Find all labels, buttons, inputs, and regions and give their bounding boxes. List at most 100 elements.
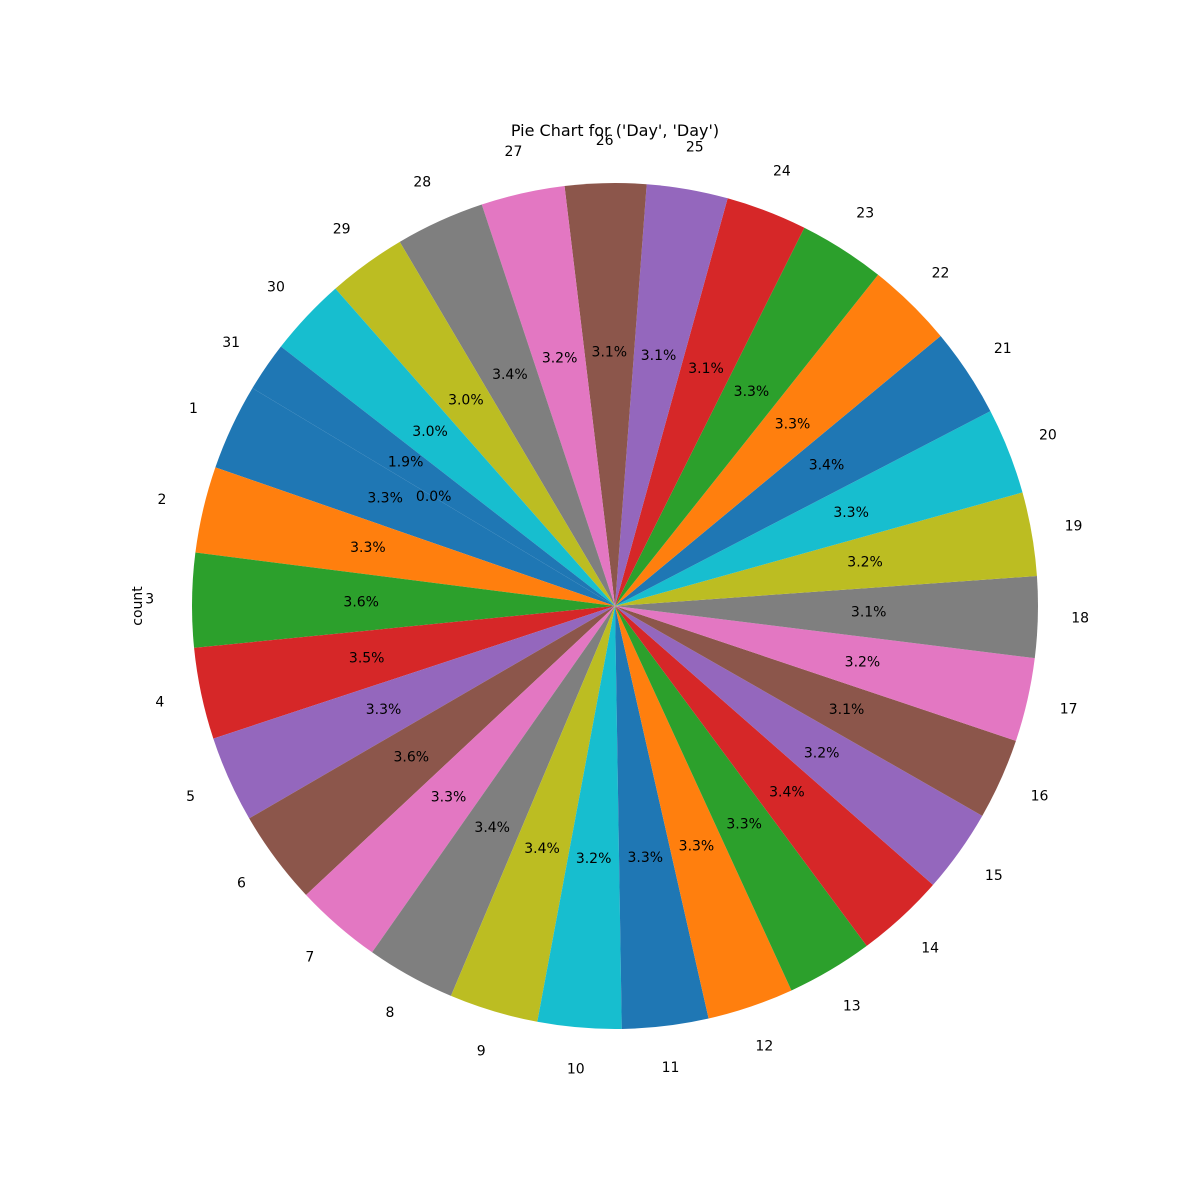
pie-slice-20 xyxy=(615,411,1023,606)
percent-label-12: 3.3% xyxy=(679,838,715,854)
category-label-29: 29 xyxy=(333,221,351,237)
pie-slice-16 xyxy=(615,606,1016,816)
percent-label-28: 3.4% xyxy=(492,367,528,383)
pie-slice-4 xyxy=(194,606,615,739)
percent-label-3: 3.6% xyxy=(343,594,379,610)
percent-label-16: 3.1% xyxy=(829,702,865,718)
pie-slice-31 xyxy=(252,346,616,606)
category-label-12: 12 xyxy=(755,1039,773,1055)
percent-label-21: 3.4% xyxy=(809,458,845,474)
pie-slice-11 xyxy=(615,606,709,1029)
category-label-9: 9 xyxy=(477,1044,486,1060)
pie-slice-24 xyxy=(615,198,805,606)
category-label-11: 11 xyxy=(662,1060,680,1076)
percent-label-25: 3.1% xyxy=(641,348,677,364)
pie-slice-12 xyxy=(615,606,792,1019)
percent-label-2: 3.3% xyxy=(350,540,386,556)
category-label-18: 18 xyxy=(1071,610,1089,626)
category-label-13: 13 xyxy=(843,999,861,1015)
percent-label-4: 3.5% xyxy=(349,651,385,667)
pie-slice-14 xyxy=(615,606,934,946)
pie-slice-26 xyxy=(564,182,647,606)
category-label-5: 5 xyxy=(186,789,195,805)
pie-slice-18 xyxy=(615,576,1038,659)
category-label-23: 23 xyxy=(856,206,874,222)
pie-slice-22 xyxy=(615,274,941,606)
percent-label-24: 3.1% xyxy=(688,361,724,377)
percent-label-19: 3.2% xyxy=(847,555,883,571)
pie-slice-2 xyxy=(195,467,615,606)
percent-label-14: 3.4% xyxy=(769,785,805,801)
pie-slice-28 xyxy=(399,204,615,606)
category-label-16: 16 xyxy=(1031,788,1049,804)
percent-label-6: 3.6% xyxy=(393,749,429,765)
pie-slice-19 xyxy=(615,492,1037,606)
percent-label-23: 3.3% xyxy=(734,384,770,400)
percent-label-27: 3.2% xyxy=(542,350,578,366)
percent-label-10: 3.2% xyxy=(576,851,612,867)
pie-slice-9 xyxy=(450,606,615,1022)
pie-slice-8 xyxy=(372,606,615,996)
category-label-31: 31 xyxy=(222,335,240,351)
percent-label-30: 3.0% xyxy=(412,424,448,440)
pie-slice-29 xyxy=(335,241,615,606)
percent-label-8: 3.4% xyxy=(474,820,510,836)
category-label-8: 8 xyxy=(385,1005,394,1021)
pie-slice-7 xyxy=(306,606,615,953)
percent-label-11: 3.3% xyxy=(627,850,663,866)
percent-labels: 3.3% 3.3% 3.6% 3.5% 3.3% 3.6% 3.3% 3.4% 3.4% 3.2%… xyxy=(343,344,886,867)
percent-label-17: 3.2% xyxy=(845,654,881,670)
pie-slice-17 xyxy=(615,606,1035,741)
pie-slice-13 xyxy=(615,606,867,991)
category-label-10: 10 xyxy=(567,1062,585,1078)
pie-slice-27 xyxy=(481,186,615,606)
percent-label-18: 3.1% xyxy=(851,605,887,621)
category-label-1: 1 xyxy=(189,401,198,417)
percent-label-22: 3.3% xyxy=(775,417,811,433)
pie-slice-3 xyxy=(191,552,615,648)
category-label-25: 25 xyxy=(686,140,704,156)
percent-label-29: 3.0% xyxy=(448,393,484,409)
pie-slice-25 xyxy=(615,184,728,607)
category-label-3: 3 xyxy=(145,592,154,608)
category-label-27: 27 xyxy=(505,144,523,160)
pie-slice-15 xyxy=(615,606,983,885)
chart-title: Pie Chart for ('Day', 'Day') xyxy=(511,121,719,140)
category-label-19: 19 xyxy=(1065,519,1083,535)
category-label-28: 28 xyxy=(413,175,431,191)
category-label-2: 2 xyxy=(158,492,167,508)
category-label-4: 4 xyxy=(155,695,164,711)
category-label-15: 15 xyxy=(985,868,1003,884)
category-label-7: 7 xyxy=(305,949,314,965)
y-axis-label: count xyxy=(130,586,146,626)
category-label-20: 20 xyxy=(1039,427,1057,443)
category-label-24: 24 xyxy=(773,164,791,180)
category-label-22: 22 xyxy=(932,266,950,282)
pie-slice-10 xyxy=(537,606,622,1029)
category-label-30: 30 xyxy=(267,279,285,295)
pie-slice-1 xyxy=(215,388,616,606)
category-label-17: 17 xyxy=(1060,701,1078,717)
percent-label-20: 3.3% xyxy=(833,505,869,521)
category-label-6: 6 xyxy=(237,876,246,892)
pie-slice-21 xyxy=(615,335,991,606)
percent-label-5: 3.3% xyxy=(366,702,402,718)
category-label-14: 14 xyxy=(921,940,939,956)
percent-label-7: 3.3% xyxy=(431,790,467,806)
percent-label-26: 3.1% xyxy=(592,344,628,360)
percent-label-31: 1.9% xyxy=(388,455,424,471)
percent-label-15: 3.2% xyxy=(804,745,840,761)
pie-slice-30 xyxy=(280,288,615,606)
percent-label-1: 3.3% xyxy=(367,490,403,506)
pie-slice-6 xyxy=(249,606,615,895)
percent-label-9: 3.4% xyxy=(524,841,560,857)
category-label-26: 26 xyxy=(596,133,614,149)
percent-label-zero-0: 0.0% xyxy=(416,489,452,505)
category-label-21: 21 xyxy=(994,341,1012,357)
pie-slice-23 xyxy=(615,227,879,606)
pie-slice-5 xyxy=(213,606,615,819)
pie-slices xyxy=(191,182,1038,1029)
percent-label-13: 3.3% xyxy=(726,816,762,832)
